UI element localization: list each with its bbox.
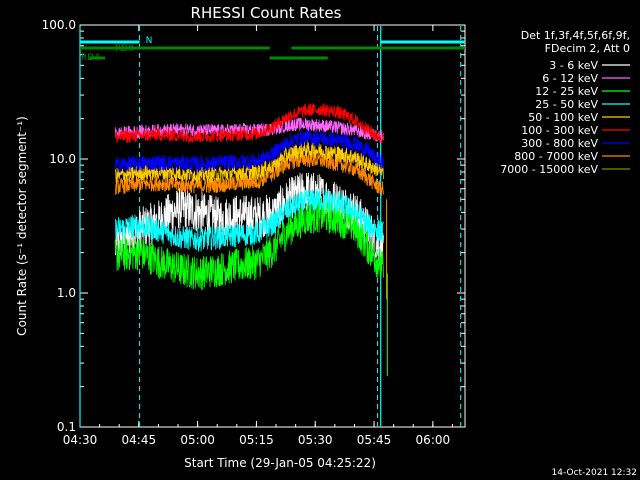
legend-entry-label: 7000 - 15000 keV: [500, 163, 598, 176]
state-bar-label: RD0: [115, 44, 134, 54]
y-axis-label: Count Rate (s⁻¹ detector segment⁻¹): [15, 116, 29, 336]
x-axis-label: Start Time (29-Jan-05 04:25:22): [184, 456, 376, 470]
legend-entry-label: 800 - 7000 keV: [514, 150, 598, 163]
legend-entry-label: 300 - 800 keV: [521, 137, 598, 150]
x-tick-label: 05:15: [239, 433, 274, 447]
y-tick-label: 100.0: [42, 18, 76, 32]
series-line: [114, 188, 384, 252]
chart-title: RHESSI Count Rates: [191, 4, 342, 22]
state-bar-label: N: [146, 36, 153, 46]
legend-entry-label: 25 - 50 keV: [535, 98, 598, 111]
x-tick-label: 05:00: [180, 433, 215, 447]
x-tick-label: 05:30: [298, 433, 333, 447]
series-line: [115, 129, 384, 173]
legend-header-decimation: FDecim 2, Att 0: [545, 42, 630, 55]
legend-entry-label: 12 - 25 keV: [535, 85, 598, 98]
state-bar-label: RD4: [81, 53, 100, 63]
y-tick-label: 1.0: [57, 286, 76, 300]
x-tick-label: 04:30: [63, 433, 98, 447]
footer-timestamp: 14-Oct-2021 12:32: [552, 468, 637, 478]
y-tick-label: 10.0: [49, 152, 76, 166]
series-line: [114, 103, 384, 144]
legend-entry-label: 50 - 100 keV: [528, 111, 598, 124]
legend-entry-label: 3 - 6 keV: [549, 59, 598, 72]
x-tick-label: 05:45: [357, 433, 392, 447]
y-tick-label: 0.1: [57, 420, 76, 434]
legend-entry-label: 6 - 12 keV: [542, 72, 598, 85]
legend-header-detectors: Det 1f,3f,4f,5f,6f,9f,: [521, 29, 630, 42]
x-tick-label: 04:45: [122, 433, 157, 447]
series-line: [114, 140, 384, 184]
x-tick-label: 06:00: [416, 433, 451, 447]
legend-entry-label: 100 - 300 keV: [521, 124, 598, 137]
